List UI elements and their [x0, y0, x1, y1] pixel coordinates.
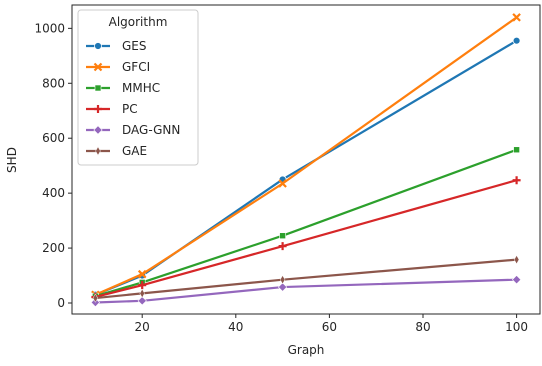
series-line [95, 148, 517, 298]
legend-marker [95, 146, 101, 156]
series-layer [90, 13, 522, 308]
series-line [95, 258, 517, 300]
legend-item: GFCI [86, 60, 150, 74]
legend-item: DAG-GNN [86, 123, 180, 137]
legend-box [77, 9, 199, 166]
x-axis-label: Graph [288, 343, 325, 357]
legend-marker [94, 42, 102, 50]
series-line [94, 16, 518, 296]
x-tick-label: 60 [322, 320, 337, 334]
series-line [95, 179, 517, 299]
data-point [137, 269, 147, 279]
data-point [279, 274, 286, 285]
data-point [278, 242, 287, 251]
data-point [279, 232, 286, 240]
data-point [137, 296, 147, 306]
legend-label: DAG-GNN [122, 123, 180, 137]
data-point [278, 179, 287, 188]
y-tick-label: 600 [42, 131, 65, 145]
legend-label: GFCI [122, 60, 150, 74]
series-gae [92, 254, 520, 303]
data-point [139, 288, 145, 299]
legend-label: GES [122, 39, 147, 53]
legend-label: GAE [122, 144, 147, 158]
y-axis-label: SHD [5, 147, 19, 173]
legend-marker [94, 84, 102, 92]
y-tick-label: 200 [42, 241, 65, 255]
y-axis: 0 200 400 600 800 1000 [34, 21, 72, 310]
y-tick-label: 800 [42, 76, 65, 90]
legend-label: MMHC [122, 81, 160, 95]
legend-label: PC [122, 102, 138, 116]
legend-title: Algorithm [109, 15, 168, 29]
x-tick-label: 80 [415, 320, 430, 334]
plot-area [71, 4, 541, 315]
legend-item: PC [86, 102, 138, 116]
legend: Algorithm GES GFCI MMHC PC DAG-GNN GAE [77, 9, 199, 166]
series-line [95, 278, 517, 304]
data-point [92, 293, 99, 303]
legend-item: GES [86, 39, 147, 53]
data-point [513, 254, 520, 265]
y-tick-label: 1000 [34, 21, 65, 35]
x-tick-label: 40 [228, 320, 243, 334]
legend-item: GAE [86, 144, 147, 158]
x-axis: 20 40 60 80 100 [135, 314, 528, 334]
data-point [511, 275, 522, 285]
legend-item: MMHC [86, 81, 160, 95]
x-tick-label: 20 [135, 320, 150, 334]
y-tick-label: 400 [42, 186, 65, 200]
legend-marker [93, 62, 103, 72]
plot-frame [71, 4, 541, 315]
data-point [277, 282, 288, 292]
x-tick-label: 100 [505, 320, 528, 334]
data-point [138, 281, 147, 290]
legend-marker [93, 125, 103, 135]
data-point [512, 36, 521, 45]
series-mmhc [92, 146, 520, 300]
data-point [512, 176, 521, 185]
data-point [512, 13, 521, 22]
y-tick-label: 0 [57, 296, 65, 310]
series-gfci [91, 13, 521, 300]
legend-marker [94, 105, 102, 113]
data-point [513, 146, 520, 154]
